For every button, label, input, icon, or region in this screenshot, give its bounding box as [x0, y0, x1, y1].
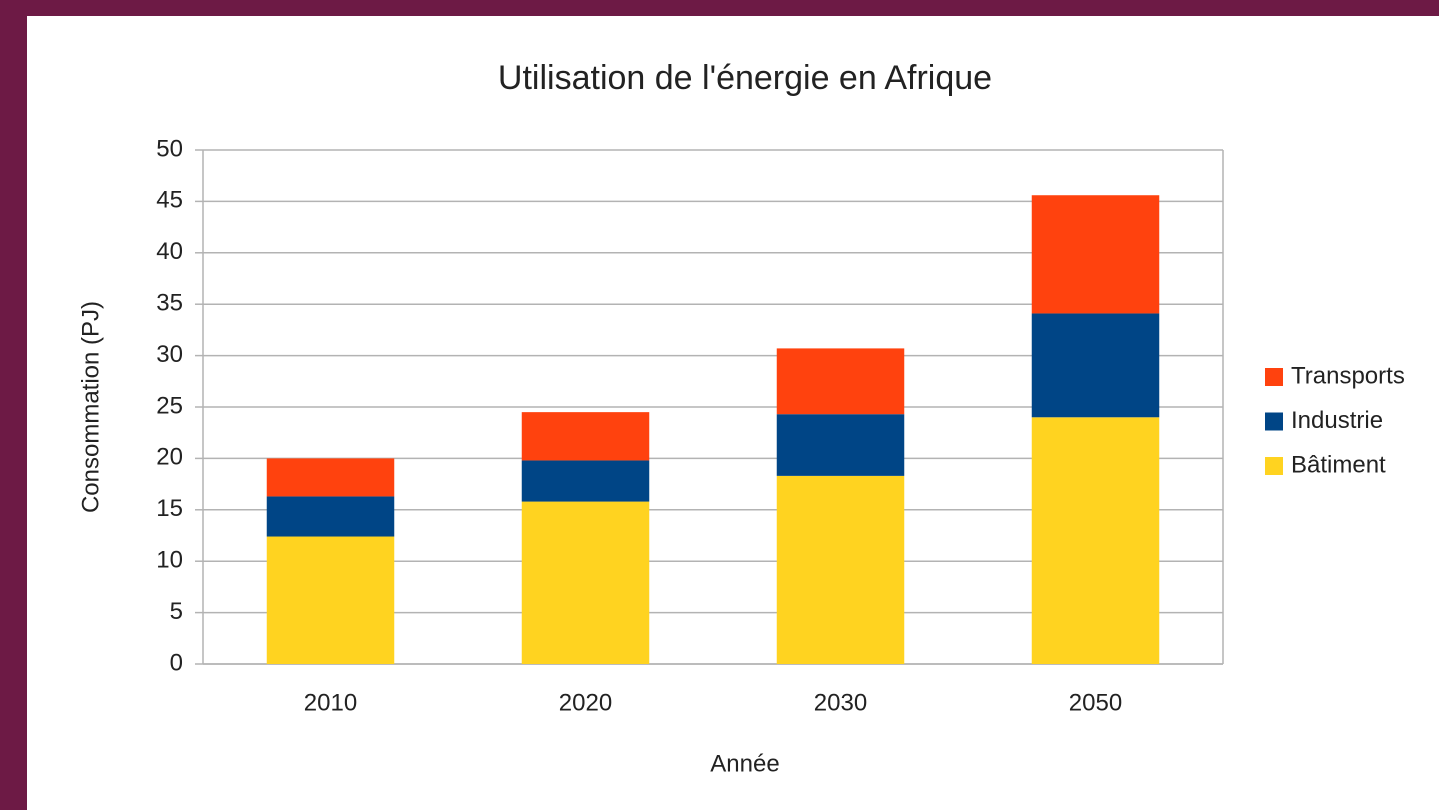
- bar-segment: [776, 414, 905, 476]
- bar-segment: [776, 475, 905, 664]
- y-tick-label: 50: [156, 135, 183, 162]
- legend-swatch: [1265, 412, 1283, 431]
- bar-segment: [1031, 313, 1160, 418]
- y-tick-label: 30: [156, 341, 183, 368]
- bar-segment: [521, 501, 650, 664]
- bar-segment: [266, 536, 395, 664]
- bar-segment: [1031, 417, 1160, 664]
- legend-label: Industrie: [1291, 407, 1383, 434]
- bar-segment: [521, 412, 650, 461]
- x-axis-label: Année: [710, 750, 779, 777]
- y-tick-label: 5: [170, 598, 183, 625]
- y-axis-label: Consommation (PJ): [77, 301, 104, 513]
- legend-label: Bâtiment: [1291, 451, 1386, 478]
- y-tick-label: 20: [156, 444, 183, 471]
- x-tick-label: 2050: [1069, 689, 1122, 716]
- bar-segment: [266, 496, 395, 537]
- bar-segment: [1031, 195, 1160, 314]
- x-tick-label: 2010: [304, 689, 357, 716]
- bar-segment: [266, 458, 395, 497]
- bar-segment: [521, 460, 650, 502]
- y-tick-label: 10: [156, 547, 183, 574]
- legend-swatch: [1265, 368, 1283, 386]
- y-tick-label: 40: [156, 238, 183, 265]
- y-tick-label: 15: [156, 495, 183, 522]
- bar-segment: [776, 348, 905, 415]
- chart-title: Utilisation de l'énergie en Afrique: [498, 59, 992, 97]
- y-tick-label: 45: [156, 187, 183, 214]
- y-tick-label: 35: [156, 290, 183, 317]
- y-tick-label: 25: [156, 392, 183, 419]
- x-tick-label: 2030: [814, 689, 867, 716]
- y-tick-label: 0: [170, 649, 183, 676]
- chart-panel: [27, 16, 1439, 810]
- x-tick-label: 2020: [559, 689, 612, 716]
- legend-swatch: [1265, 457, 1283, 475]
- legend-label: Transports: [1291, 362, 1405, 389]
